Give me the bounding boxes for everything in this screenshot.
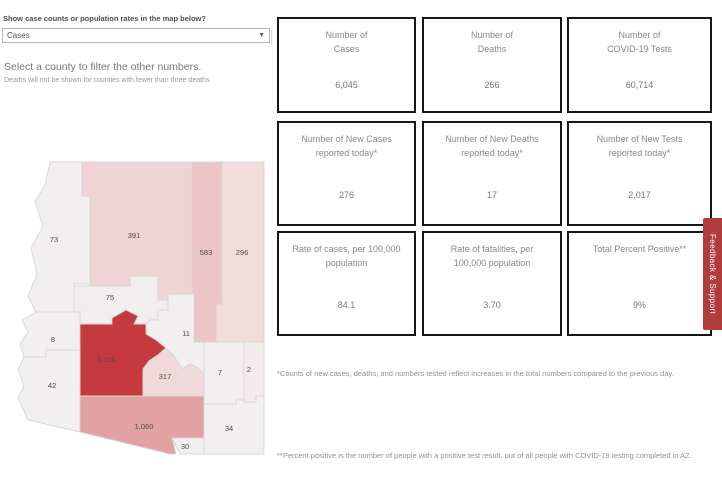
panel-divider bbox=[271, 30, 272, 44]
select-county-heading: Select a county to filter the other numb… bbox=[4, 61, 202, 73]
kpi-value: 60,714 bbox=[625, 79, 654, 90]
kpi-number-of-deaths: Number of Deaths 266 bbox=[422, 17, 562, 113]
county-yuma[interactable] bbox=[17, 349, 81, 433]
footnote-percent-positive: **Percent positive is the number of peop… bbox=[277, 451, 692, 460]
kpi-title: Number of New Cases reported today* bbox=[301, 134, 392, 158]
kpi-title: Total Percent Positive** bbox=[592, 244, 687, 254]
kpi-number-of-tests: Number of COVID-19 Tests 60,714 bbox=[567, 17, 712, 113]
kpi-value: 9% bbox=[632, 299, 646, 310]
feedback-support-tab[interactable]: Feedback & Support bbox=[703, 218, 722, 330]
county-graham[interactable] bbox=[203, 341, 245, 405]
kpi-value: 84.1 bbox=[337, 299, 356, 310]
chevron-down-icon: ▼ bbox=[258, 32, 265, 39]
kpi-title: Number of New Tests reported today* bbox=[596, 134, 683, 158]
deaths-note-subtext: Deaths will not be shown for counties wi… bbox=[4, 77, 212, 84]
map-mode-dropdown[interactable]: Cases ▼ bbox=[2, 28, 270, 43]
kpi-value: 17 bbox=[486, 189, 497, 200]
county-pima[interactable] bbox=[79, 395, 205, 455]
kpi-title: Number of Deaths bbox=[470, 30, 514, 54]
county-greenlee[interactable] bbox=[243, 341, 265, 403]
kpi-new-tests-today: Number of New Tests reported today* 2,01… bbox=[567, 121, 712, 226]
kpi-new-cases-today: Number of New Cases reported today* 276 bbox=[277, 121, 416, 226]
kpi-value: 2,017 bbox=[628, 189, 651, 200]
arizona-county-map: 73 391 583 296 75 8 3,116 11 317 7 2 42 … bbox=[8, 148, 268, 468]
kpi-value: 266 bbox=[484, 79, 500, 90]
kpi-title: Number of Cases bbox=[325, 30, 368, 54]
map-mode-selected-value: Cases bbox=[7, 31, 30, 40]
kpi-title: Rate of fatalities, per 100,000 populati… bbox=[450, 244, 534, 268]
kpi-title: Rate of cases, per 100,000 population bbox=[292, 244, 401, 268]
kpi-new-deaths-today: Number of New Deaths reported today* 17 bbox=[422, 121, 562, 226]
county-santa-cruz[interactable] bbox=[171, 437, 205, 455]
kpi-percent-positive: Total Percent Positive** 9% bbox=[567, 231, 712, 336]
footnote-new-counts: *Counts of new cases, deaths, and number… bbox=[277, 369, 674, 378]
kpi-value: 3.70 bbox=[483, 299, 501, 310]
kpi-title: Number of COVID-19 Tests bbox=[607, 30, 672, 54]
county-apache[interactable] bbox=[215, 161, 265, 345]
kpi-title: Number of New Deaths reported today* bbox=[445, 134, 539, 158]
kpi-value: 6,045 bbox=[335, 79, 358, 90]
kpi-value: 276 bbox=[338, 189, 355, 200]
county-cochise[interactable] bbox=[203, 395, 265, 455]
map-mode-label: Show case counts or population rates in … bbox=[3, 14, 206, 23]
kpi-case-rate: Rate of cases, per 100,000 population 84… bbox=[277, 231, 416, 336]
kpi-number-of-cases: Number of Cases 6,045 bbox=[277, 17, 416, 113]
kpi-fatality-rate: Rate of fatalities, per 100,000 populati… bbox=[422, 231, 562, 336]
